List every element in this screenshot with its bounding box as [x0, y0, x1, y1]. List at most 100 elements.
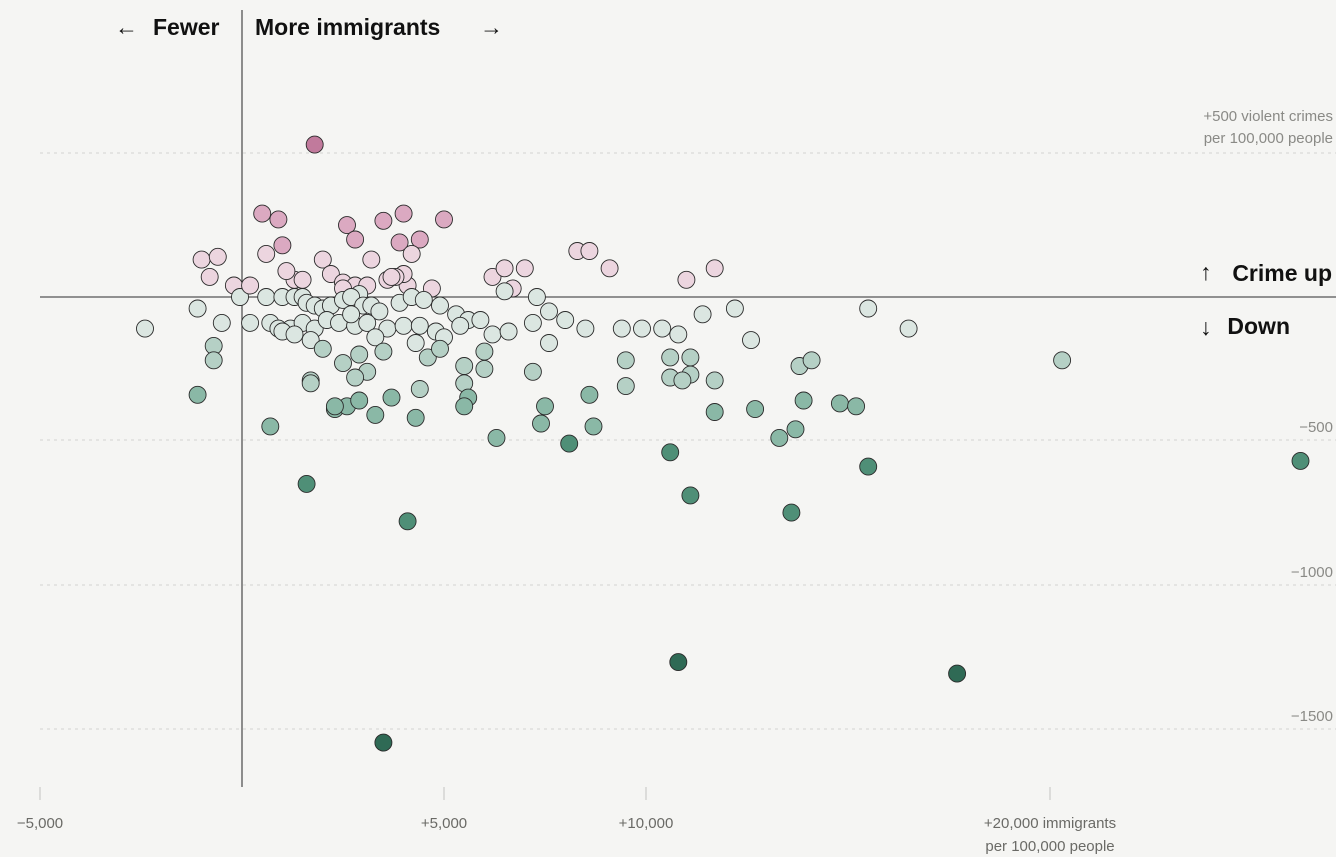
- data-point-65: [527, 288, 546, 306]
- data-point-4: [374, 211, 393, 230]
- y-tick-label-minus-1000: −1000: [1291, 564, 1333, 581]
- data-point-64: [495, 282, 514, 301]
- data-point-144: [673, 371, 692, 390]
- x-tick-label-plus-20000-line2: per 100,000 people: [985, 838, 1114, 855]
- data-point-103: [342, 305, 361, 324]
- data-point-30: [483, 267, 502, 286]
- left-arrow: ←: [115, 14, 138, 40]
- data-point-90: [576, 319, 595, 338]
- data-point-131: [301, 374, 320, 393]
- data-point-89: [556, 311, 575, 329]
- data-point-91: [612, 319, 631, 338]
- data-point-124: [681, 348, 700, 367]
- data-point-43: [231, 288, 249, 306]
- data-point-101: [285, 325, 304, 344]
- data-point-162: [847, 397, 866, 416]
- data-point-113: [350, 345, 369, 364]
- data-point-13: [273, 236, 292, 255]
- data-point-78: [358, 313, 377, 332]
- data-point-93: [653, 319, 672, 338]
- data-point-150: [455, 397, 474, 416]
- data-point-170: [948, 664, 967, 683]
- data-point-119: [475, 342, 494, 361]
- x-tick-label-plus-10000: +10,000: [619, 815, 674, 832]
- data-point-148: [366, 405, 385, 424]
- data-point-116: [418, 348, 437, 367]
- data-point-2: [269, 210, 288, 229]
- data-point-8: [208, 247, 227, 266]
- data-point-168: [782, 503, 801, 522]
- data-point-146: [261, 417, 280, 436]
- data-point-15: [346, 230, 365, 249]
- data-point-115: [374, 342, 393, 361]
- data-point-84: [451, 316, 470, 335]
- data-point-132: [346, 368, 365, 387]
- data-point-99: [899, 319, 918, 338]
- data-point-21: [277, 262, 296, 281]
- data-point-120: [475, 359, 494, 378]
- more-immigrants-label: More immigrants: [255, 14, 440, 40]
- data-point-98: [859, 299, 878, 318]
- data-point-149: [406, 408, 425, 427]
- data-point-96: [725, 299, 744, 318]
- data-point-37: [705, 259, 724, 278]
- data-point-165: [297, 474, 316, 493]
- data-point-36: [677, 270, 696, 289]
- crime-down-arrow: ↓: [1200, 314, 1212, 340]
- data-point-169: [669, 653, 688, 672]
- data-point-23: [321, 265, 340, 283]
- data-point-166: [398, 512, 417, 531]
- data-point-87: [523, 313, 542, 332]
- data-point-171: [374, 733, 393, 752]
- data-point-106: [499, 322, 518, 341]
- data-point-44: [241, 276, 260, 295]
- data-point-35: [600, 259, 619, 278]
- right-arrow: →: [480, 14, 503, 40]
- data-point-140: [536, 397, 554, 416]
- data-point-163: [859, 457, 878, 476]
- data-point-95: [693, 305, 712, 324]
- data-point-88: [540, 302, 558, 321]
- data-point-5: [394, 204, 413, 223]
- fewer-label: Fewer: [153, 14, 220, 40]
- data-point-111: [313, 339, 332, 358]
- data-point-14: [313, 250, 332, 269]
- data-point-81: [410, 316, 429, 335]
- data-point-31: [495, 259, 514, 278]
- data-point-164: [1291, 451, 1310, 470]
- data-point-127: [802, 351, 821, 370]
- data-point-67: [188, 299, 207, 318]
- data-point-136: [382, 388, 401, 407]
- data-point-97: [742, 331, 760, 350]
- data-point-161: [830, 394, 849, 413]
- y-tick-label-minus-500: −500: [1299, 419, 1333, 436]
- y-tick-label-plus-500-line1: +500 violent crimes: [1203, 108, 1333, 125]
- data-point-9: [200, 267, 219, 286]
- data-point-109: [188, 385, 207, 404]
- data-point-147: [325, 397, 344, 416]
- data-point-151: [487, 428, 506, 447]
- data-point-94: [669, 325, 688, 344]
- data-point-18: [410, 230, 429, 249]
- x-tick-label-plus-20000-line1: +20,000 immigrants: [984, 815, 1116, 832]
- data-point-158: [770, 428, 789, 447]
- data-point-141: [580, 385, 599, 404]
- data-point-66: [136, 319, 154, 338]
- crime-up-label: Crime up: [1232, 260, 1332, 286]
- data-point-60: [414, 290, 433, 309]
- data-point-61: [431, 296, 449, 315]
- data-point-153: [560, 434, 579, 453]
- data-point-1: [253, 204, 272, 223]
- y-tick-label-plus-500-line2: per 100,000 people: [1204, 130, 1333, 147]
- data-point-16: [362, 250, 381, 269]
- data-point-167: [681, 486, 700, 505]
- data-point-128: [1053, 351, 1072, 370]
- x-tick-label-plus-5000: +5,000: [421, 815, 467, 832]
- data-point-135: [350, 391, 369, 410]
- data-point-86: [483, 325, 502, 344]
- data-point-142: [616, 377, 635, 396]
- data-point-107: [540, 334, 558, 352]
- data-point-110: [204, 351, 223, 370]
- data-point-20: [515, 259, 534, 278]
